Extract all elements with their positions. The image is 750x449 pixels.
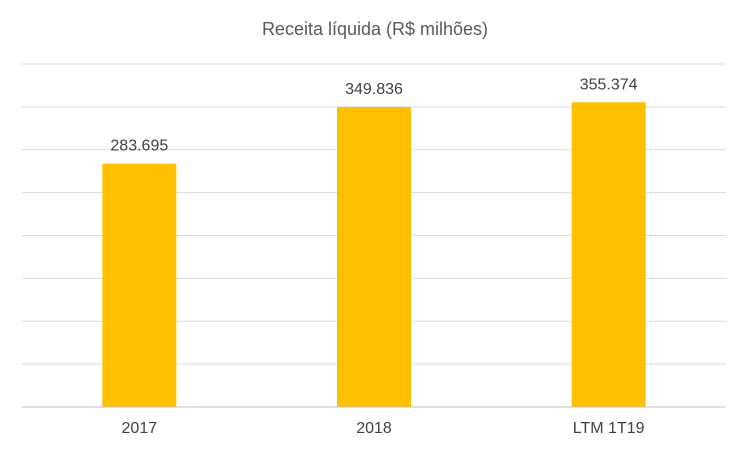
chart-title: Receita líquida (R$ milhões) [262,19,488,39]
data-label: 349.836 [345,81,403,98]
data-label: 355.374 [580,76,638,93]
x-tick-label: 2017 [122,420,158,437]
x-tick-label: LTM 1T19 [573,420,645,437]
data-label: 283.695 [110,138,168,155]
x-axis-tick-labels: 2017 2018 LTM 1T19 [122,420,645,437]
x-tick-label: 2018 [356,420,392,437]
bar [102,163,177,407]
bar [571,102,646,408]
bars [102,102,646,408]
value-labels: 283.695 349.836 355.374 [110,76,637,154]
bar [337,107,411,408]
